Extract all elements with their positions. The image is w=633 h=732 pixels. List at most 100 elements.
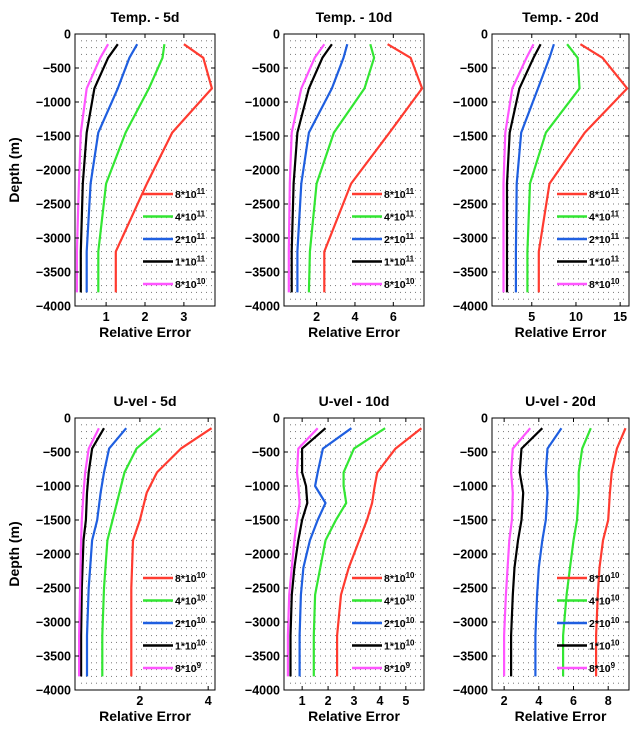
series-line-1	[323, 43, 424, 293]
y-tick-label: −500	[252, 62, 280, 76]
series-line-4	[79, 427, 105, 677]
y-tick-label: −3500	[245, 266, 280, 280]
chart-panel-2: 0 −500 −1000 −1500 −2000 −2500 −3000 −3500 −4000…	[245, 9, 425, 340]
y-tick-label: −2500	[36, 582, 71, 596]
chart-title: Temp. - 20d	[522, 9, 599, 25]
y-tick-label: −2500	[245, 198, 280, 212]
legend: 8*1010 4*1010 2*1010 1*1010 8*109	[143, 571, 206, 675]
legend-entry: 8*109	[175, 661, 202, 675]
y-tick-label: −2000	[453, 164, 488, 178]
x-tick-label: 4	[376, 694, 383, 708]
x-tick-label: 5	[528, 310, 535, 324]
x-axis-label: Relative Error	[515, 324, 607, 340]
y-tick-label: −500	[460, 62, 488, 76]
x-axis-label: Relative Error	[99, 708, 191, 724]
legend: 8*1011 4*1011 2*1011 1*1011 8*1010	[352, 187, 415, 291]
chart-panel-1: 0 −500 −1000 −1500 −2000 −2500 −3000 −3500 −4000…	[6, 9, 216, 340]
y-tick-label: −2000	[453, 548, 488, 562]
chart-title: U-vel - 20d	[525, 393, 596, 409]
legend-entry: 1*1010	[384, 639, 415, 653]
legend-entry: 8*1010	[384, 277, 415, 291]
legend-entry: 4*1011	[384, 210, 415, 224]
x-tick-label: 1	[103, 310, 110, 324]
legend-entry: 2*1010	[175, 616, 206, 630]
x-axis-label: Relative Error	[515, 708, 607, 724]
y-tick-label: 0	[64, 28, 71, 42]
y-tick-label: −3000	[453, 616, 488, 630]
legend: 8*1010 4*1010 2*1010 1*1010 8*109	[557, 571, 620, 675]
y-tick-label: −1500	[36, 514, 71, 528]
y-tick-label: −500	[252, 446, 280, 460]
chart-panel-3: 0 −500 −1000 −1500 −2000 −2500 −3000 −3500 −4000…	[453, 9, 630, 340]
x-tick-label: 2	[325, 694, 332, 708]
x-axis-label: Relative Error	[308, 708, 400, 724]
y-tick-label: −4000	[453, 300, 488, 314]
series-line-4	[289, 427, 327, 677]
series-line-1	[130, 427, 213, 677]
y-tick-label: −1500	[36, 130, 71, 144]
y-tick-label: −4000	[36, 300, 71, 314]
legend-entry: 8*1011	[384, 187, 415, 201]
legend-entry: 8*1010	[384, 571, 415, 585]
legend: 8*1011 4*1011 2*1011 1*1011 8*1010	[557, 187, 620, 291]
legend: 8*1010 4*1010 2*1010 1*1010 8*109	[352, 571, 415, 675]
chart-title: Temp. - 5d	[111, 9, 180, 25]
x-axis-label: Relative Error	[99, 324, 191, 340]
series-line-1	[594, 427, 627, 677]
legend-entry: 2*1011	[384, 232, 415, 246]
grid-dots	[498, 424, 624, 684]
y-tick-label: −3500	[36, 650, 71, 664]
series-line-5	[77, 427, 100, 677]
x-tick-label: 5	[402, 694, 409, 708]
legend-entry: 1*1011	[175, 255, 206, 269]
y-tick-label: 0	[481, 28, 488, 42]
legend-entry: 2*1010	[384, 616, 415, 630]
legend-entry: 1*1010	[175, 639, 206, 653]
x-tick-label: 10	[569, 310, 583, 324]
y-tick-label: −2000	[36, 164, 71, 178]
y-tick-label: −4000	[36, 684, 71, 698]
series-line-4	[505, 43, 542, 293]
y-tick-label: −1000	[36, 480, 71, 494]
y-tick-label: −1500	[453, 514, 488, 528]
series-line-3	[514, 43, 555, 293]
chart-title: U-vel - 5d	[113, 393, 176, 409]
x-tick-label: 1	[299, 694, 306, 708]
y-tick-label: −1500	[453, 130, 488, 144]
legend-entry: 4*1011	[589, 210, 620, 224]
chart-title: Temp. - 10d	[316, 9, 393, 25]
x-tick-label: 4	[205, 694, 212, 708]
legend-entry: 2*1010	[589, 616, 620, 630]
series-line-5	[502, 43, 535, 293]
series-line-4	[290, 43, 333, 293]
y-tick-label: −1500	[245, 130, 280, 144]
y-axis-label: Depth (m)	[6, 521, 22, 586]
legend: 8*1011 4*1011 2*1011 1*1011 8*1010	[143, 187, 206, 291]
y-tick-label: −500	[460, 446, 488, 460]
series-line-5	[75, 43, 110, 293]
series-line-1	[114, 43, 213, 293]
legend-entry: 2*1011	[589, 232, 620, 246]
legend-entry: 8*1010	[175, 571, 206, 585]
series-line-3	[298, 427, 353, 677]
y-tick-label: −1000	[245, 96, 280, 110]
y-tick-label: −1000	[245, 480, 280, 494]
y-tick-label: −2000	[36, 548, 71, 562]
y-tick-label: −1500	[245, 514, 280, 528]
x-tick-label: 3	[351, 694, 358, 708]
y-tick-label: 0	[273, 28, 280, 42]
y-tick-label: −4000	[453, 684, 488, 698]
y-tick-label: −500	[43, 62, 71, 76]
series-line-1	[336, 427, 423, 677]
x-tick-label: 2	[142, 310, 149, 324]
y-tick-label: −2000	[245, 548, 280, 562]
x-tick-label: 2	[313, 310, 320, 324]
x-tick-label: 6	[390, 310, 397, 324]
series-line-4	[79, 43, 119, 293]
legend-entry: 8*109	[384, 661, 411, 675]
series-line-5	[287, 43, 326, 293]
chart-title: U-vel - 10d	[319, 393, 390, 409]
y-tick-label: −3000	[36, 616, 71, 630]
y-tick-label: −1000	[453, 96, 488, 110]
y-tick-label: −1000	[453, 480, 488, 494]
